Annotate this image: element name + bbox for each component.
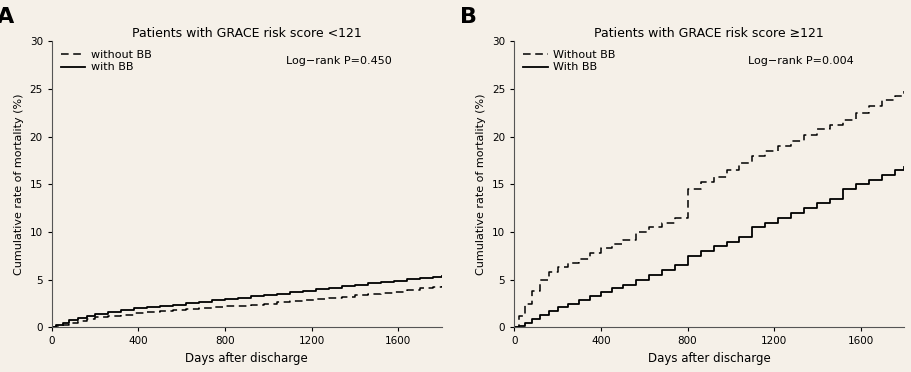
with BB (207, 298, 218, 302)
With BB (527, 320, 537, 325)
Text: Log−rank P=0.004: Log−rank P=0.004 (748, 56, 854, 65)
Without BB (607, 241, 618, 246)
without BB (415, 286, 425, 291)
Line: without BB: without BB (52, 286, 442, 327)
With BB (544, 313, 555, 317)
Without BB (563, 265, 574, 270)
Without BB (721, 174, 732, 179)
Legend: without BB, with BB: without BB, with BB (57, 47, 155, 76)
With BB (509, 325, 520, 330)
Line: Without BB: Without BB (515, 91, 904, 327)
with BB (116, 310, 127, 314)
With BB (563, 305, 574, 310)
Text: A: A (0, 7, 15, 27)
Without BB (509, 325, 520, 330)
with BB (415, 276, 425, 280)
With BB (721, 244, 732, 248)
with BB (46, 325, 57, 330)
With BB (898, 165, 909, 170)
Legend: Without BB, With BB: Without BB, With BB (520, 47, 619, 76)
with BB (436, 274, 447, 278)
X-axis label: Days after discharge: Days after discharge (648, 352, 771, 365)
Without BB (898, 89, 909, 93)
Title: Patients with GRACE risk score <121: Patients with GRACE risk score <121 (132, 27, 362, 40)
without BB (436, 284, 447, 289)
With BB (607, 286, 618, 291)
with BB (336, 284, 347, 289)
With BB (617, 286, 628, 291)
with BB (194, 301, 205, 305)
Line: with BB: with BB (52, 276, 442, 327)
without BB (81, 317, 92, 321)
without BB (46, 325, 57, 330)
Without BB (617, 241, 628, 246)
without BB (207, 305, 218, 310)
Without BB (527, 301, 537, 306)
without BB (194, 307, 205, 312)
Without BB (544, 278, 555, 282)
Title: Patients with GRACE risk score ≥121: Patients with GRACE risk score ≥121 (594, 27, 824, 40)
with BB (81, 314, 92, 318)
Y-axis label: Cumulative rate of mortality (%): Cumulative rate of mortality (%) (476, 94, 486, 275)
Text: B: B (460, 7, 476, 27)
without BB (336, 295, 347, 299)
without BB (116, 314, 127, 318)
Y-axis label: Cumulative rate of mortality (%): Cumulative rate of mortality (%) (14, 94, 24, 275)
X-axis label: Days after discharge: Days after discharge (185, 352, 308, 365)
Line: With BB: With BB (515, 167, 904, 327)
Text: Log−rank P=0.450: Log−rank P=0.450 (286, 56, 392, 65)
